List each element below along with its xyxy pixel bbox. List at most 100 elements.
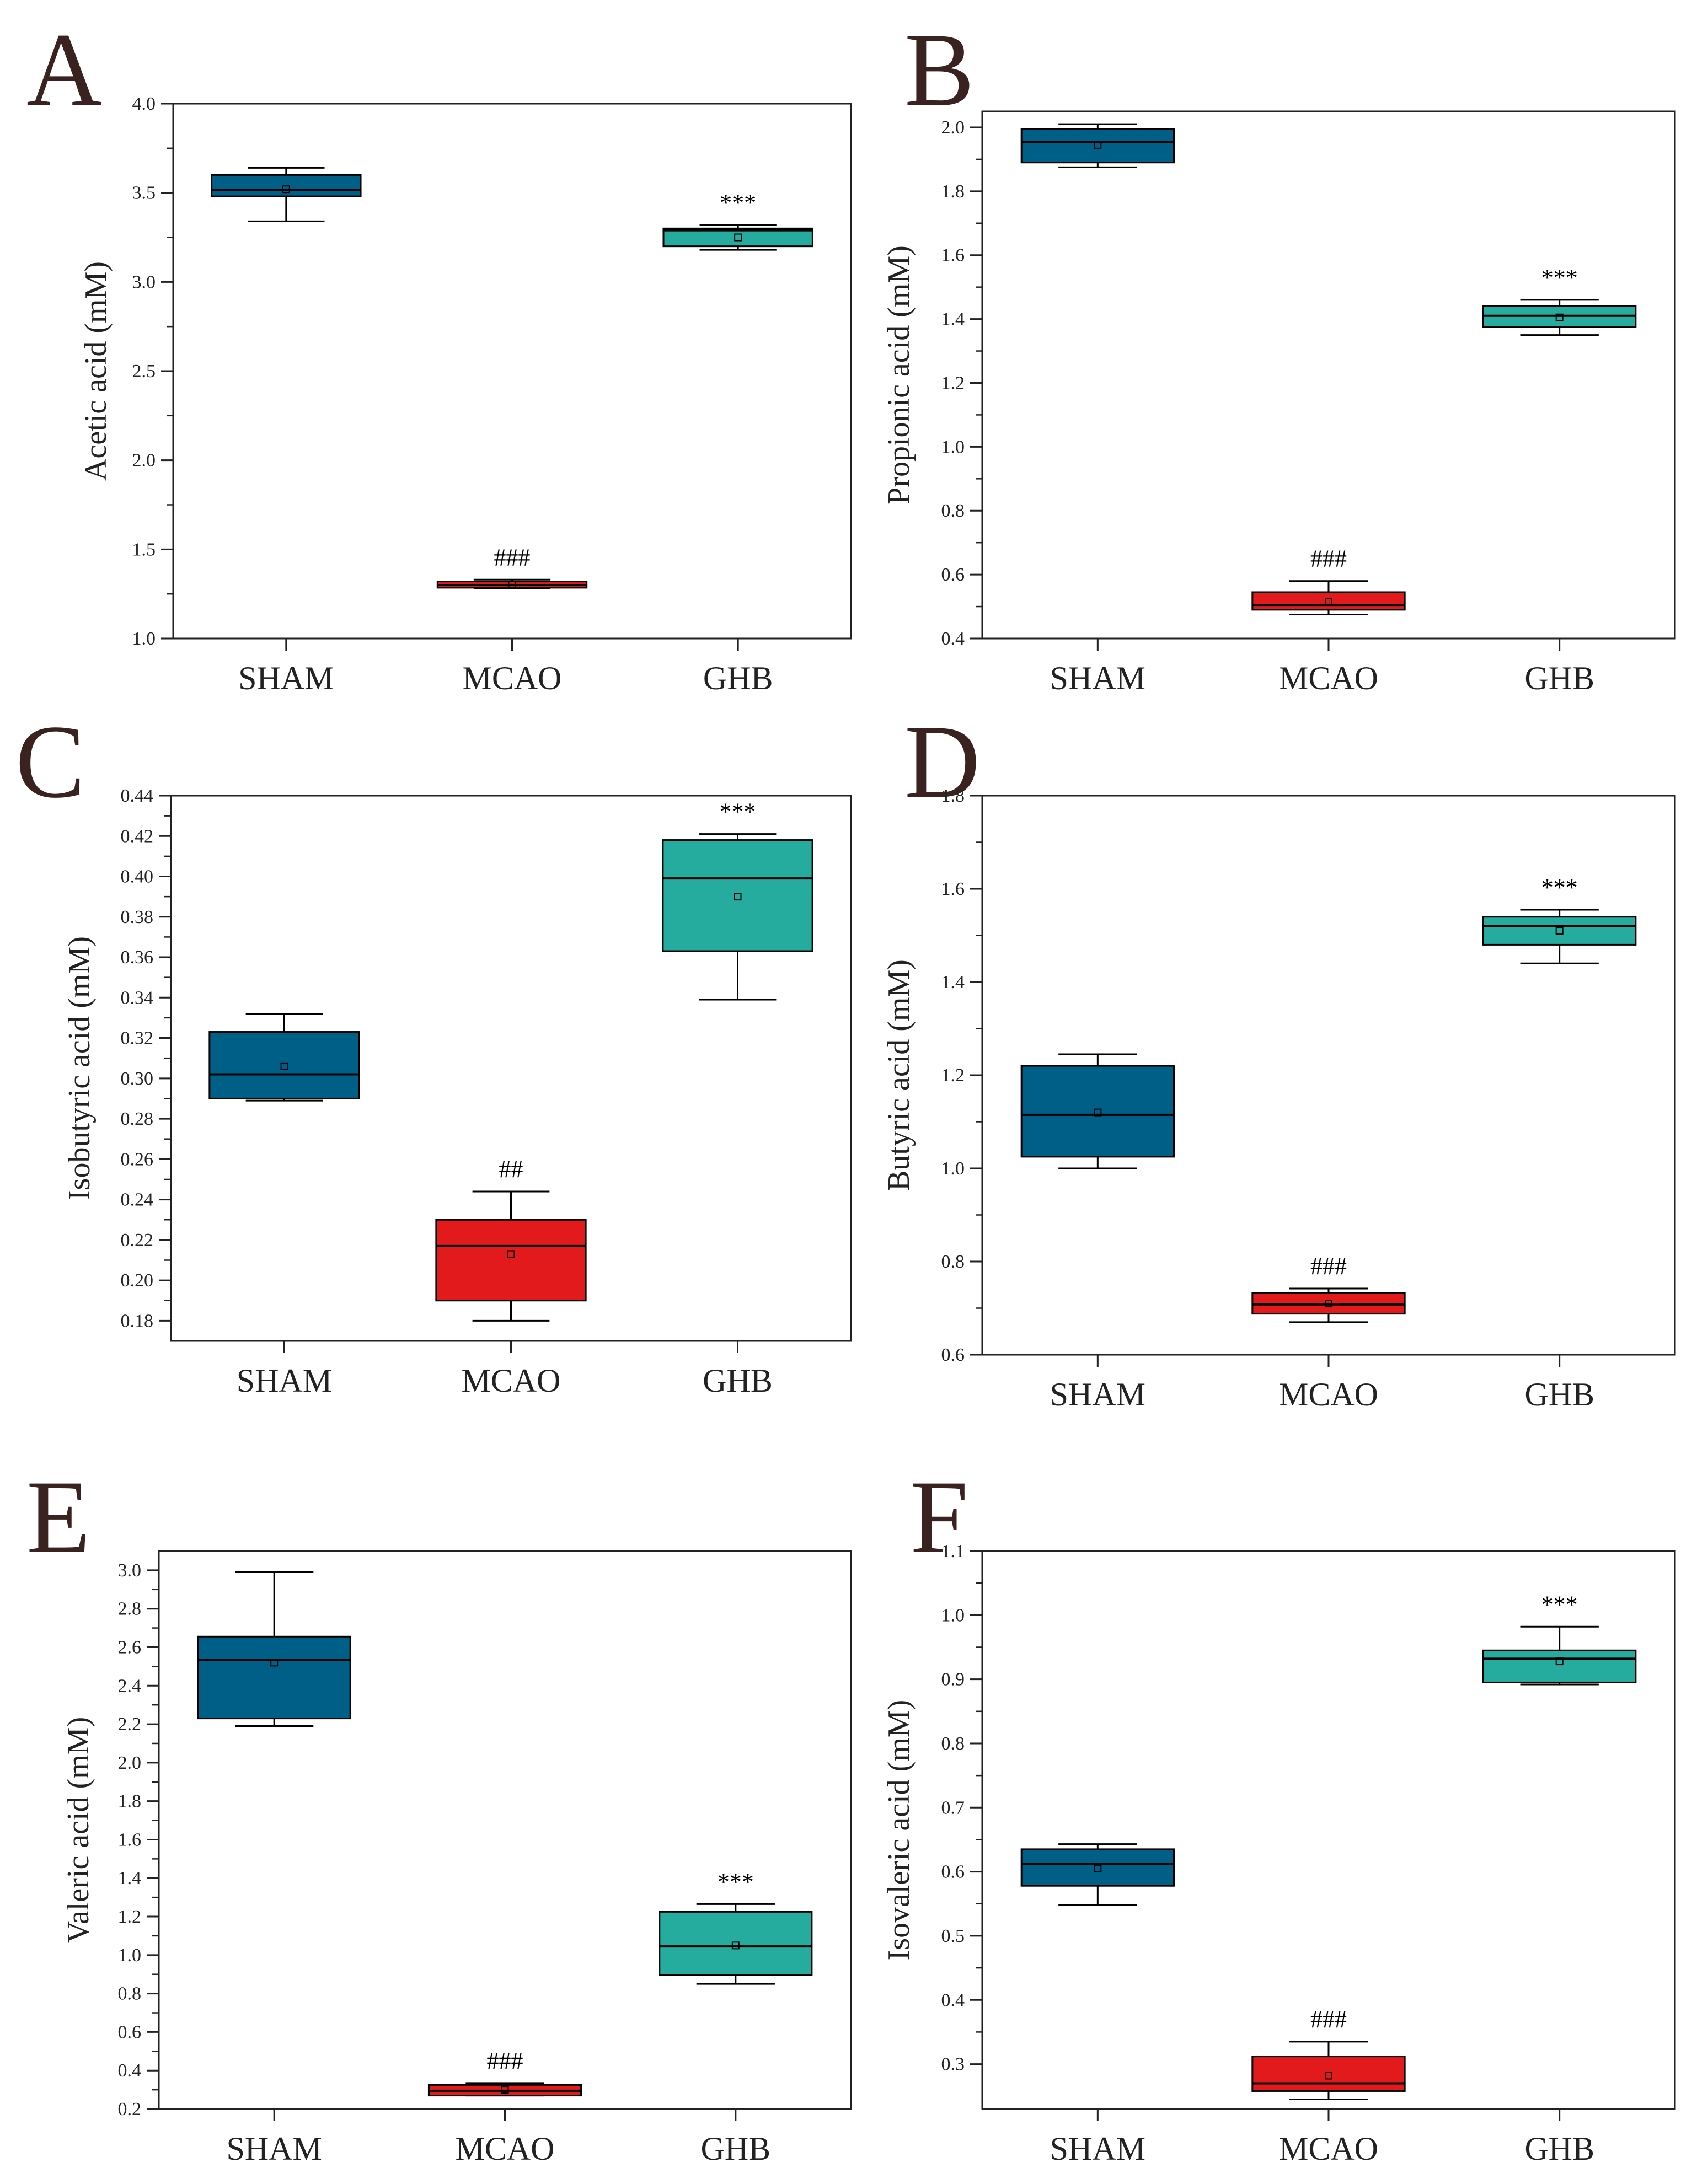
mean-marker-e-ghb bbox=[731, 1941, 740, 1950]
y-tick-label-e-13: 2.8 bbox=[118, 1599, 142, 1619]
mean-marker-a-sham bbox=[282, 185, 290, 194]
mean-marker-f-mcao bbox=[1325, 2072, 1332, 2080]
y-tick-label-d-0: 0.6 bbox=[941, 1345, 965, 1365]
x-tick-label-d-mcao: MCAO bbox=[1279, 1376, 1378, 1413]
significance-label-d-ghb: *** bbox=[1541, 874, 1578, 901]
y-tick-label-d-5: 1.6 bbox=[941, 879, 965, 899]
box-f-mcao bbox=[1251, 2056, 1406, 2092]
x-tick-label-b-sham: SHAM bbox=[1050, 660, 1145, 696]
mean-marker-d-ghb bbox=[1555, 927, 1564, 935]
box-a-ghb bbox=[662, 227, 813, 248]
significance-label-c-mcao: ## bbox=[499, 1156, 523, 1183]
y-tick-label-d-6: 1.8 bbox=[941, 786, 965, 806]
y-tick-label-d-3: 1.2 bbox=[941, 1065, 965, 1086]
mean-marker-c-mcao bbox=[507, 1250, 515, 1258]
y-tick-label-d-4: 1.4 bbox=[941, 972, 965, 992]
y-tick-label-f-0: 0.3 bbox=[941, 2054, 965, 2075]
box-d-sham bbox=[1020, 1065, 1175, 1158]
y-tick-label-f-3: 0.6 bbox=[941, 1862, 965, 1882]
panel-letter-a: A bbox=[26, 12, 102, 128]
y-axis-label-b: Propionic acid (mM) bbox=[882, 245, 916, 505]
y-tick-label-e-5: 1.2 bbox=[118, 1907, 142, 1927]
y-axis-label-a: Acetic acid (mM) bbox=[79, 261, 113, 481]
y-tick-label-c-12: 0.42 bbox=[121, 826, 154, 846]
y-tick-label-e-4: 1.0 bbox=[118, 1945, 142, 1966]
y-tick-label-f-8: 1.1 bbox=[941, 1541, 965, 1561]
mean-marker-d-mcao bbox=[1325, 1300, 1332, 1308]
significance-label-d-mcao: ### bbox=[1310, 1253, 1347, 1280]
significance-label-f-ghb: *** bbox=[1541, 1591, 1578, 1618]
y-tick-label-a-4: 3.0 bbox=[132, 272, 156, 292]
panel-letter-e: E bbox=[26, 1459, 90, 1575]
y-tick-label-c-8: 0.34 bbox=[121, 988, 154, 1008]
y-tick-label-f-5: 0.8 bbox=[941, 1734, 965, 1754]
y-tick-label-c-7: 0.32 bbox=[121, 1028, 154, 1049]
y-tick-label-b-4: 1.2 bbox=[941, 373, 965, 393]
y-tick-label-e-8: 1.8 bbox=[118, 1791, 142, 1812]
significance-label-e-mcao: ### bbox=[487, 2047, 523, 2074]
y-tick-label-a-3: 2.5 bbox=[132, 361, 156, 382]
significance-label-e-ghb: *** bbox=[718, 1868, 754, 1895]
mean-marker-a-mcao bbox=[508, 581, 516, 589]
x-tick-label-f-mcao: MCAO bbox=[1279, 2131, 1378, 2167]
y-tick-label-a-2: 2.0 bbox=[132, 450, 156, 471]
y-tick-label-c-11: 0.40 bbox=[121, 867, 154, 887]
panel-letter-d: D bbox=[904, 704, 980, 820]
y-axis-label-c: Isobutyric acid (mM) bbox=[62, 936, 97, 1200]
y-axis-label-f: Isovaleric acid (mM) bbox=[882, 1700, 916, 1961]
significance-label-a-mcao: ### bbox=[494, 544, 531, 571]
y-tick-label-b-8: 2.0 bbox=[941, 117, 965, 138]
box-d-ghb bbox=[1482, 916, 1637, 946]
significance-label-f-mcao: ### bbox=[1310, 2006, 1347, 2033]
x-tick-label-a-mcao: MCAO bbox=[462, 660, 561, 696]
y-tick-label-c-3: 0.24 bbox=[121, 1190, 154, 1210]
significance-label-b-ghb: *** bbox=[1541, 264, 1578, 291]
y-tick-label-b-1: 0.6 bbox=[941, 565, 965, 585]
significance-label-a-ghb: *** bbox=[720, 189, 756, 216]
y-tick-label-e-10: 2.2 bbox=[118, 1714, 142, 1735]
mean-marker-e-sham bbox=[270, 1659, 279, 1667]
box-f-ghb bbox=[1482, 1649, 1637, 1683]
mean-marker-b-ghb bbox=[1555, 313, 1564, 321]
y-tick-label-c-6: 0.30 bbox=[121, 1069, 154, 1089]
y-tick-label-f-6: 0.9 bbox=[941, 1670, 965, 1690]
y-tick-label-a-6: 4.0 bbox=[132, 94, 156, 114]
y-tick-label-a-1: 1.5 bbox=[132, 539, 156, 560]
mean-marker-f-sham bbox=[1094, 1864, 1102, 1872]
panel-letter-c: C bbox=[15, 704, 85, 820]
box-b-sham bbox=[1020, 128, 1175, 164]
box-e-sham bbox=[197, 1635, 351, 1720]
y-tick-label-d-1: 0.8 bbox=[941, 1252, 965, 1272]
y-tick-label-a-0: 1.0 bbox=[132, 629, 156, 649]
x-tick-label-c-sham: SHAM bbox=[237, 1362, 332, 1399]
y-tick-label-e-12: 2.6 bbox=[118, 1637, 142, 1657]
y-tick-label-c-5: 0.28 bbox=[121, 1109, 154, 1129]
y-tick-label-e-0: 0.2 bbox=[118, 2099, 142, 2119]
x-tick-label-d-ghb: GHB bbox=[1524, 1376, 1594, 1413]
x-tick-label-c-ghb: GHB bbox=[703, 1362, 773, 1399]
box-c-mcao bbox=[435, 1219, 587, 1302]
y-tick-label-b-6: 1.6 bbox=[941, 245, 965, 266]
y-tick-label-f-7: 1.0 bbox=[941, 1605, 965, 1625]
x-tick-label-e-ghb: GHB bbox=[700, 2131, 770, 2167]
plot-frame-e bbox=[158, 1550, 852, 2110]
box-c-sham bbox=[208, 1031, 360, 1099]
x-tick-label-f-ghb: GHB bbox=[1524, 2131, 1594, 2167]
mean-marker-e-mcao bbox=[501, 2086, 509, 2094]
y-tick-label-c-2: 0.22 bbox=[121, 1230, 154, 1251]
significance-label-c-ghb: *** bbox=[720, 798, 756, 825]
mean-marker-c-ghb bbox=[734, 893, 742, 901]
x-tick-label-e-mcao: MCAO bbox=[455, 2131, 554, 2167]
y-tick-label-b-5: 1.4 bbox=[941, 309, 965, 330]
mean-marker-c-sham bbox=[280, 1062, 288, 1070]
mean-marker-b-sham bbox=[1094, 141, 1102, 149]
mean-marker-f-ghb bbox=[1555, 1657, 1564, 1666]
y-tick-label-e-7: 1.6 bbox=[118, 1829, 142, 1850]
y-tick-label-c-4: 0.26 bbox=[121, 1149, 154, 1169]
y-tick-label-e-2: 0.6 bbox=[118, 2022, 142, 2042]
y-tick-label-a-5: 3.5 bbox=[132, 183, 156, 203]
y-tick-label-c-13: 0.44 bbox=[121, 786, 154, 806]
mean-marker-a-ghb bbox=[734, 233, 742, 242]
x-tick-label-b-ghb: GHB bbox=[1524, 660, 1594, 696]
